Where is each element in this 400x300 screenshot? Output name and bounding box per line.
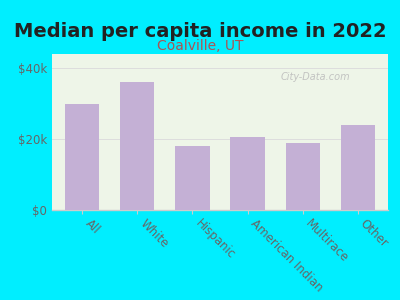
Bar xyxy=(65,103,99,210)
Bar xyxy=(341,125,375,210)
Bar xyxy=(120,82,154,210)
Bar xyxy=(230,137,265,210)
Text: Coalville, UT: Coalville, UT xyxy=(157,40,243,53)
Text: Median per capita income in 2022: Median per capita income in 2022 xyxy=(14,22,386,41)
Text: City-Data.com: City-Data.com xyxy=(280,72,350,82)
Bar xyxy=(286,142,320,210)
Bar xyxy=(175,146,210,210)
